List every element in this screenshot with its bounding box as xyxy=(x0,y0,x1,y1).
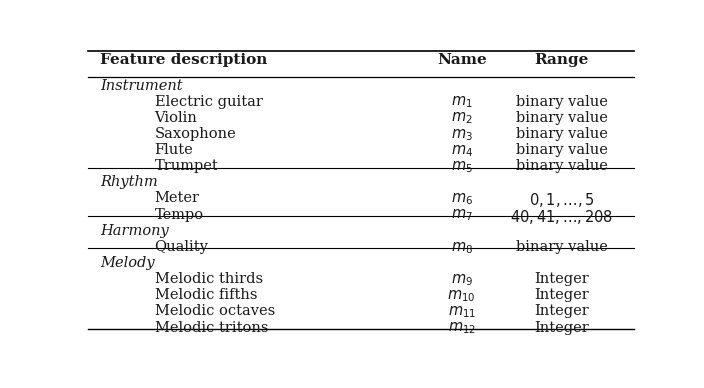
Text: binary value: binary value xyxy=(515,95,608,109)
Text: Electric guitar: Electric guitar xyxy=(155,95,263,109)
Text: $m_{4}$: $m_{4}$ xyxy=(451,143,473,159)
Text: Integer: Integer xyxy=(534,320,589,334)
Text: Violin: Violin xyxy=(155,111,197,125)
Text: Range: Range xyxy=(534,52,589,66)
Text: $m_{11}$: $m_{11}$ xyxy=(448,305,476,320)
Text: Saxophone: Saxophone xyxy=(155,127,237,141)
Text: Integer: Integer xyxy=(534,272,589,286)
Text: $m_{8}$: $m_{8}$ xyxy=(451,240,473,256)
Text: $m_{6}$: $m_{6}$ xyxy=(451,191,473,207)
Text: Trumpet: Trumpet xyxy=(155,159,218,173)
Text: $m_{5}$: $m_{5}$ xyxy=(451,159,472,175)
Text: Name: Name xyxy=(437,52,486,66)
Text: Melodic thirds: Melodic thirds xyxy=(155,272,263,286)
Text: $m_{10}$: $m_{10}$ xyxy=(448,288,476,304)
Text: binary value: binary value xyxy=(515,159,608,173)
Text: Melodic octaves: Melodic octaves xyxy=(155,305,275,319)
Text: $m_{3}$: $m_{3}$ xyxy=(451,127,472,143)
Text: Instrument: Instrument xyxy=(100,78,182,92)
Text: $m_{7}$: $m_{7}$ xyxy=(451,208,472,223)
Text: Harmony: Harmony xyxy=(100,224,169,238)
Text: binary value: binary value xyxy=(515,111,608,125)
Text: Quality: Quality xyxy=(155,240,208,254)
Text: $m_{9}$: $m_{9}$ xyxy=(451,272,472,288)
Text: Melodic fifths: Melodic fifths xyxy=(155,288,257,302)
Text: Integer: Integer xyxy=(534,288,589,302)
Text: Tempo: Tempo xyxy=(155,208,203,222)
Text: $m_{1}$: $m_{1}$ xyxy=(451,95,472,110)
Text: binary value: binary value xyxy=(515,143,608,157)
Text: Flute: Flute xyxy=(155,143,194,157)
Text: $m_{2}$: $m_{2}$ xyxy=(451,111,472,126)
Text: Melodic tritons: Melodic tritons xyxy=(155,320,268,334)
Text: Melody: Melody xyxy=(100,256,155,270)
Text: Rhythm: Rhythm xyxy=(100,175,158,189)
Text: $0, 1, \ldots, 5$: $0, 1, \ldots, 5$ xyxy=(529,191,594,210)
Text: Meter: Meter xyxy=(155,191,199,206)
Text: $40, 41, \ldots, 208$: $40, 41, \ldots, 208$ xyxy=(510,208,613,225)
Text: binary value: binary value xyxy=(515,127,608,141)
Text: binary value: binary value xyxy=(515,240,608,254)
Text: Feature description: Feature description xyxy=(100,52,268,66)
Text: Integer: Integer xyxy=(534,305,589,319)
Text: $m_{12}$: $m_{12}$ xyxy=(448,320,476,336)
